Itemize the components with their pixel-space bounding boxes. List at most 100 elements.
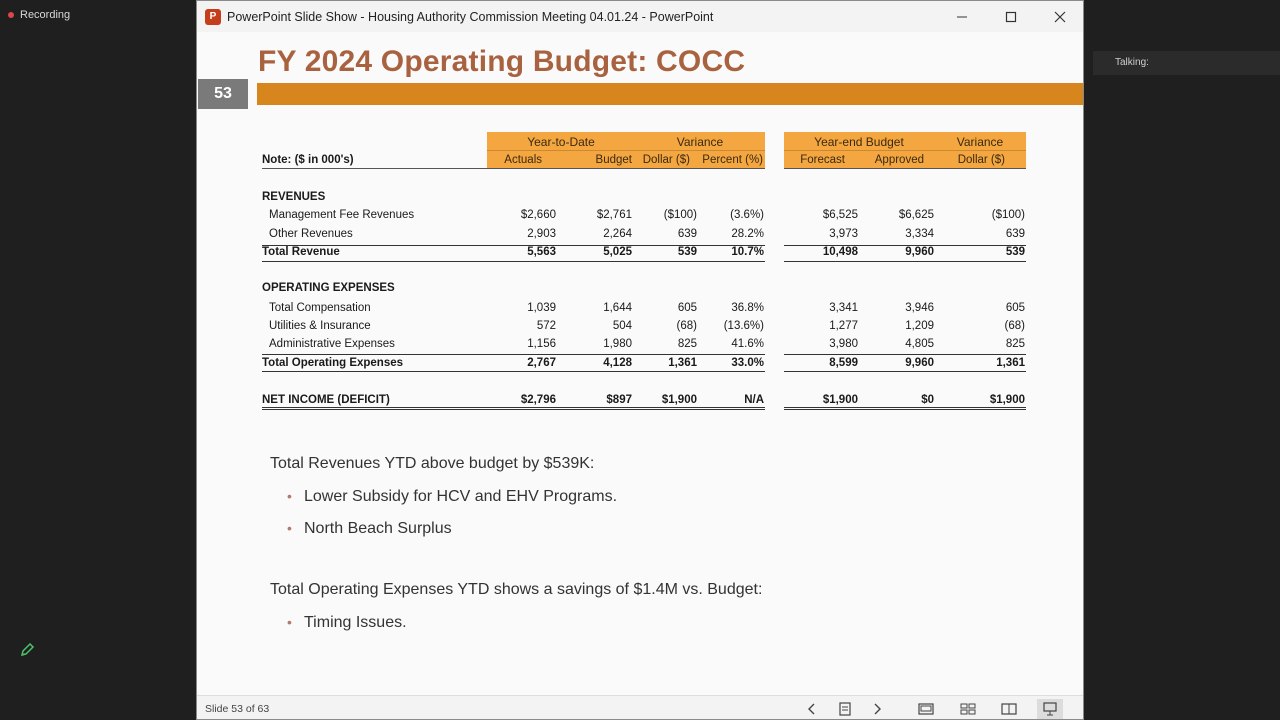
- table-cell: N/A: [744, 394, 764, 406]
- table-cell: $6,625: [898, 209, 934, 221]
- slide-canvas: FY 2024 Operating Budget: COCC 53 Year-t…: [197, 32, 1083, 695]
- table-cell: 504: [612, 320, 632, 332]
- section-revenues: REVENUES: [262, 191, 326, 203]
- table-cell: 825: [677, 338, 697, 350]
- header-variance-1: Variance: [676, 135, 724, 149]
- section-opex: OPERATING EXPENSES: [262, 282, 395, 294]
- row-label: Other Revenues: [269, 228, 353, 240]
- table-cell: 825: [1005, 338, 1025, 350]
- recording-indicator: Recording: [8, 9, 70, 21]
- total-underline: [262, 371, 765, 372]
- row-label: Total Operating Expenses: [262, 357, 404, 369]
- next-slide-icon[interactable]: [864, 699, 890, 719]
- table-cell: 1,361: [668, 357, 697, 369]
- status-bar: Slide 53 of 63: [197, 695, 1083, 719]
- slide-counter: Slide 53 of 63: [205, 703, 270, 715]
- table-cell: 9,960: [905, 357, 934, 369]
- table-cell: 1,980: [603, 338, 632, 350]
- recording-label: Recording: [20, 9, 71, 21]
- table-cell: 1,361: [996, 357, 1025, 369]
- row-label: Total Revenue: [262, 246, 340, 258]
- header-underline: [262, 168, 765, 169]
- table-cell: ($100): [991, 209, 1025, 221]
- minimize-button[interactable]: [939, 1, 985, 32]
- bullet-item: Lower Subsidy for HCV and EHV Programs.: [287, 488, 617, 506]
- table-cell: (68): [1004, 320, 1025, 332]
- table-cell: 539: [677, 246, 697, 258]
- table-cell: 3,334: [905, 228, 934, 240]
- table-cell: $2,796: [520, 394, 556, 406]
- maximize-button[interactable]: [988, 1, 1034, 32]
- table-cell: (68): [676, 320, 697, 332]
- table-cell: 10,498: [822, 246, 858, 258]
- bullet-item: North Beach Surplus: [287, 520, 452, 538]
- table-cell: 1,644: [603, 302, 632, 314]
- header-variance-2: Variance: [956, 135, 1004, 149]
- total-underline: [262, 261, 765, 262]
- table-cell: 2,767: [527, 357, 556, 369]
- row-label: Administrative Expenses: [269, 338, 395, 350]
- table-cell: 3,946: [905, 302, 934, 314]
- slide-number-box: 53: [198, 79, 248, 109]
- header-divider: [784, 150, 1026, 151]
- table-cell: 3,980: [829, 338, 858, 350]
- header-underline: [784, 168, 1026, 169]
- table-cell: $1,900: [661, 394, 697, 406]
- table-cell: $2,660: [520, 209, 556, 221]
- slide-show-icon[interactable]: [1037, 699, 1063, 719]
- title-accent-bar: [257, 83, 1083, 105]
- table-cell: 639: [1005, 228, 1025, 240]
- total-rule: [262, 354, 765, 355]
- table-cell: 10.7%: [731, 246, 764, 258]
- col-header: Approved: [874, 154, 924, 166]
- slide-sorter-icon[interactable]: [955, 699, 981, 719]
- table-cell: $2,761: [596, 209, 632, 221]
- commentary-revenues: Total Revenues YTD above budget by $539K…: [270, 455, 595, 472]
- table-cell: 3,973: [829, 228, 858, 240]
- table-cell: $897: [606, 394, 632, 406]
- table-cell: 539: [1005, 246, 1025, 258]
- slide-menu-icon[interactable]: [832, 699, 858, 719]
- table-cell: 605: [1005, 302, 1025, 314]
- table-cell: (13.6%): [723, 320, 764, 332]
- table-cell: 1,209: [905, 320, 934, 332]
- table-cell: 2,264: [603, 228, 632, 240]
- note-label: Note: ($ in 000's): [262, 154, 354, 166]
- total-rule: [784, 245, 1026, 246]
- table-cell: 572: [536, 320, 556, 332]
- table-cell: 36.8%: [731, 302, 764, 314]
- total-underline: [784, 261, 1026, 262]
- net-income-double-rule: [262, 407, 765, 410]
- table-cell: ($100): [663, 209, 697, 221]
- window-title: PowerPoint Slide Show - Housing Authorit…: [227, 9, 714, 24]
- commentary-opex: Total Operating Expenses YTD shows a sav…: [270, 581, 763, 598]
- table-cell: 5,025: [603, 246, 632, 258]
- row-label: NET INCOME (DEFICIT): [262, 394, 390, 406]
- table-cell: 1,156: [527, 338, 556, 350]
- total-underline: [784, 371, 1026, 372]
- row-label: Management Fee Revenues: [269, 209, 415, 221]
- previous-slide-icon[interactable]: [799, 699, 825, 719]
- row-label: Utilities & Insurance: [269, 320, 371, 332]
- table-cell: $1,900: [822, 394, 858, 406]
- table-cell: 8,599: [829, 357, 858, 369]
- pen-icon[interactable]: [17, 640, 37, 660]
- table-cell: $1,900: [989, 394, 1025, 406]
- table-cell: 4,128: [603, 357, 632, 369]
- recording-dot-icon: [8, 12, 14, 18]
- col-header: Actuals: [504, 154, 542, 166]
- table-cell: 9,960: [905, 246, 934, 258]
- table-cell: 605: [677, 302, 697, 314]
- table-cell: 3,341: [829, 302, 858, 314]
- table-cell: 33.0%: [731, 357, 764, 369]
- table-cell: 1,039: [527, 302, 556, 314]
- table-cell: 639: [677, 228, 697, 240]
- col-header: Budget: [595, 154, 632, 166]
- reading-view-icon[interactable]: [996, 699, 1022, 719]
- row-label: Total Compensation: [269, 302, 371, 314]
- close-button[interactable]: [1037, 1, 1083, 32]
- table-cell: (3.6%): [730, 209, 764, 221]
- normal-view-icon[interactable]: [913, 699, 939, 719]
- table-cell: $6,525: [822, 209, 858, 221]
- table-cell: 41.6%: [731, 338, 764, 350]
